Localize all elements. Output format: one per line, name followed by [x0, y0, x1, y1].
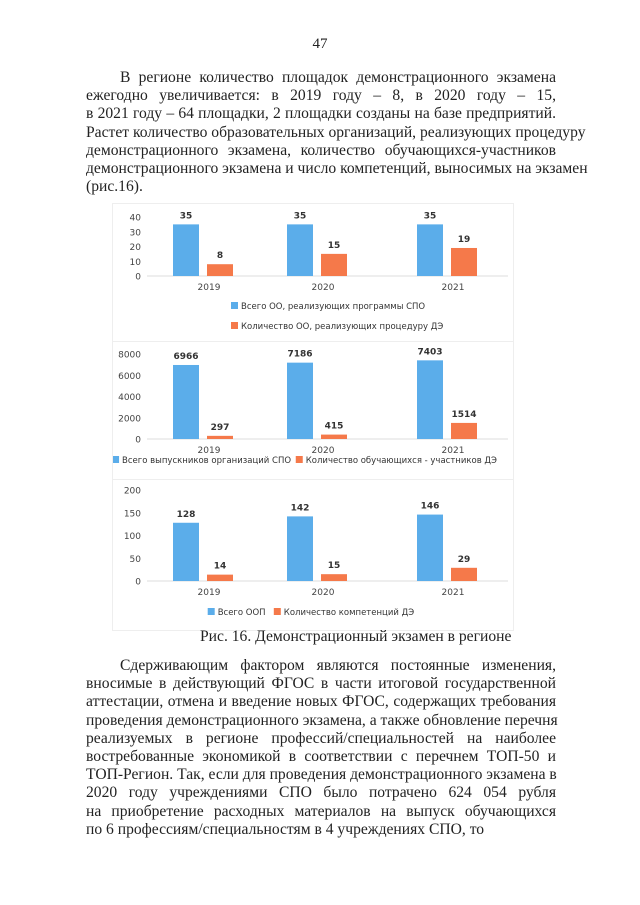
bar: [287, 224, 313, 276]
bar: [173, 364, 199, 439]
legend-label: Количество обучающихся - участников ДЭ: [306, 456, 497, 466]
data-label: 19: [458, 235, 471, 245]
y-tick-label: 2000: [118, 414, 141, 424]
bar: [417, 360, 443, 439]
y-tick-label: 20: [130, 243, 142, 253]
legend-label: Количество компетенций ДЭ: [284, 608, 414, 618]
y-tick-label: 0: [135, 578, 141, 588]
text-line: демонстрационного экзамена и число компе…: [86, 160, 588, 178]
data-label: 146: [421, 502, 440, 512]
bar: [173, 522, 199, 581]
text-line: В регионе количество площадок демонстрац…: [120, 69, 556, 86]
text-line: вносимые в действующий ФГОС в части итог…: [86, 675, 556, 693]
legend-swatch: [273, 608, 281, 615]
bar: [451, 567, 477, 581]
chart-panel-3: 0 50 100 150 200 2019 128 14 2020 142 15 2021 146 29 В…: [112, 479, 514, 631]
text-line: аттестации, отмена и введение новых ФГОС…: [86, 693, 556, 711]
legend-swatch: [295, 456, 303, 463]
bar: [207, 435, 233, 439]
figure-16: 0 10 20 30 40 2019 35 8 2020 35 15 2021 35 19 Всего ОО…: [112, 203, 514, 631]
bar: [321, 253, 347, 276]
bar: [417, 224, 443, 276]
text-line: востребованные экономикой в соответствии…: [86, 748, 556, 766]
text-line: Растет количество образовательных органи…: [86, 123, 586, 141]
bar: [287, 362, 313, 439]
y-tick-label: 8000: [118, 351, 141, 361]
text-line: ежегодно увеличивается: в 2019 году – 8,…: [86, 87, 556, 105]
bar: [207, 574, 233, 581]
data-label: 15: [328, 241, 341, 251]
data-label: 415: [325, 422, 344, 432]
data-label: 142: [291, 503, 310, 513]
x-tick-label: 2020: [312, 283, 335, 293]
chart-panel-2: 0 2000 4000 6000 8000 2019 6966 297 2020 7186 415 2…: [112, 341, 514, 480]
legend-swatch: [112, 456, 120, 463]
legend-swatch: [207, 608, 215, 615]
bar: [417, 514, 443, 581]
legend-label: Количество ОО, реализующих процедуру ДЭ: [241, 322, 443, 332]
data-label: 128: [177, 510, 196, 520]
x-tick-label: 2021: [442, 446, 465, 456]
data-label: 29: [458, 555, 471, 565]
y-tick-label: 6000: [118, 372, 141, 382]
text-line: реализуемых в регионе профессий/специаль…: [86, 729, 556, 747]
bar: [321, 574, 347, 581]
y-tick-label: 40: [130, 214, 142, 224]
x-tick-label: 2020: [312, 446, 335, 456]
x-tick-label: 2019: [198, 283, 221, 293]
y-tick-label: 100: [124, 532, 141, 542]
data-label: 14: [214, 562, 227, 572]
data-label: 8: [217, 251, 223, 261]
text-line: проведения демонстрационного экзамена, а…: [86, 711, 558, 729]
paragraph-2: Сдерживающим фактором являются постоянны…: [86, 657, 558, 839]
y-tick-label: 10: [130, 258, 142, 268]
y-tick-label: 30: [130, 228, 142, 238]
bar: [451, 247, 477, 276]
legend-swatch: [231, 302, 238, 309]
y-tick-label: 50: [130, 555, 142, 565]
data-label: 6966: [173, 352, 198, 362]
data-label: 1514: [451, 410, 476, 420]
bar: [287, 516, 313, 581]
y-tick-label: 0: [135, 273, 141, 283]
text-line: по 6 профессиям/специальностям в 4 учреж…: [86, 820, 485, 838]
text-line: ТОП-Регион. Так, если для проведения дем…: [86, 766, 557, 784]
chart-panel-1: 0 10 20 30 40 2019 35 8 2020 35 15 2021 35 19 Всего ОО…: [112, 203, 514, 342]
y-tick-label: 150: [124, 509, 141, 519]
text-line: в 2021 году – 64 площадки, 2 площадки со…: [86, 105, 556, 123]
text-line: демонстрационного экзамена, количество о…: [86, 141, 556, 159]
data-label: 7186: [287, 350, 312, 360]
bar: [173, 224, 199, 276]
data-label: 297: [211, 423, 230, 433]
text-line: Сдерживающим фактором являются постоянны…: [120, 657, 556, 674]
data-label: 35: [294, 211, 307, 221]
legend-label: Всего ОО, реализующих программы СПО: [241, 302, 425, 312]
bar: [321, 434, 347, 439]
page-number: 47: [312, 36, 328, 52]
bar: [451, 422, 477, 439]
legend-label: Всего выпускников организаций СПО: [122, 456, 291, 466]
x-tick-label: 2021: [442, 283, 465, 293]
y-tick-label: 0: [135, 436, 141, 446]
text-line: (рис.16).: [86, 178, 143, 196]
y-tick-label: 200: [124, 487, 141, 497]
legend-swatch: [231, 322, 238, 329]
data-label: 35: [180, 211, 193, 221]
x-tick-label: 2020: [312, 588, 335, 598]
y-tick-label: 4000: [118, 393, 141, 403]
data-label: 7403: [417, 347, 442, 357]
x-tick-label: 2021: [442, 588, 465, 598]
legend-label: Всего ООП: [218, 608, 266, 618]
paragraph-1: В регионе количество площадок демонстрац…: [86, 69, 588, 196]
text-line: на приобретение расходных материалов на …: [86, 802, 556, 820]
data-label: 15: [328, 561, 341, 571]
figure-caption: Рис. 16. Демонстрационный экзамен в реги…: [200, 628, 512, 645]
data-label: 35: [424, 211, 437, 221]
bar: [207, 264, 233, 276]
x-tick-label: 2019: [198, 588, 221, 598]
x-tick-label: 2019: [198, 446, 221, 456]
text-line: 2020 году учреждениями СПО было потрачен…: [86, 784, 556, 802]
